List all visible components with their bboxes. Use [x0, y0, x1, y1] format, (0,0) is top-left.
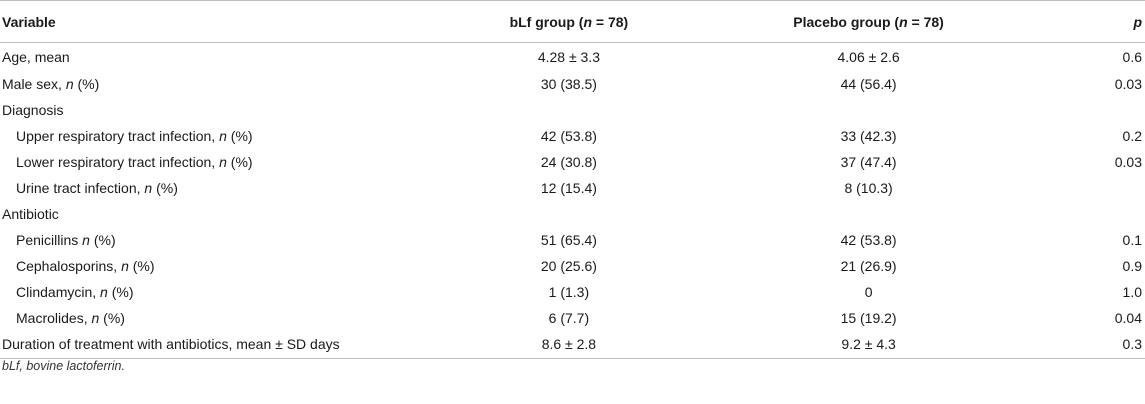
row-label: Male sex, n (%) — [2, 75, 100, 92]
cell-blf: 12 (15.4) — [540, 179, 597, 196]
cell-blf: 4.28 ± 3.3 — [537, 48, 600, 65]
row-label: Age, mean — [2, 48, 70, 65]
cell-placebo: 33 (42.3) — [840, 127, 897, 144]
cell-placebo: 0 — [864, 283, 873, 300]
row-label: Lower respiratory tract infection, n (%) — [16, 153, 253, 170]
cell-p: 0.2 — [1122, 127, 1142, 144]
row-section-label: Diagnosis — [2, 101, 64, 118]
cell-p — [1039, 201, 1145, 227]
characteristics-table: Variable bLf group (n = 78) Placebo grou… — [0, 0, 1145, 359]
table-row: Upper respiratory tract infection, n (%)… — [0, 123, 1145, 149]
row-label: Urine tract infection, n (%) — [16, 179, 178, 196]
cell-placebo — [699, 97, 1039, 123]
cell-p: 0.04 — [1114, 309, 1142, 326]
table-footnote: bLf, bovine lactoferrin. — [2, 359, 125, 373]
cell-blf: 30 (38.5) — [540, 75, 597, 92]
cell-placebo: 8 (10.3) — [844, 179, 893, 196]
cell-p: 0.3 — [1122, 336, 1142, 353]
table-row: Antibiotic — [0, 201, 1145, 227]
table-row: Duration of treatment with antibiotics, … — [0, 331, 1145, 359]
cell-p: 0.6 — [1122, 48, 1142, 65]
cell-p: 0.9 — [1122, 257, 1142, 274]
cell-p: 0.1 — [1122, 231, 1142, 248]
table-row: Diagnosis — [0, 97, 1145, 123]
header-variable: Variable — [2, 13, 56, 30]
row-label: Upper respiratory tract infection, n (%) — [16, 127, 253, 144]
row-section-label: Antibiotic — [2, 205, 59, 222]
table-row: Age, mean 4.28 ± 3.3 4.06 ± 2.6 0.6 — [0, 43, 1145, 71]
cell-blf: 24 (30.8) — [540, 153, 597, 170]
cell-placebo: 15 (19.2) — [840, 309, 897, 326]
cell-p: 1.0 — [1122, 283, 1142, 300]
table-row: Male sex, n (%) 30 (38.5) 44 (56.4) 0.03 — [0, 71, 1145, 97]
cell-placebo: 42 (53.8) — [840, 231, 897, 248]
cell-blf: 8.6 ± 2.8 — [541, 336, 597, 353]
row-label: Penicillins n (%) — [16, 231, 116, 248]
cell-blf — [439, 201, 698, 227]
cell-p — [1039, 175, 1145, 201]
table-header-row: Variable bLf group (n = 78) Placebo grou… — [0, 0, 1145, 43]
cell-placebo: 44 (56.4) — [840, 75, 897, 92]
cell-placebo — [699, 201, 1039, 227]
header-placebo-group: Placebo group (n = 78) — [793, 13, 944, 30]
row-label: Duration of treatment with antibiotics, … — [2, 336, 340, 353]
cell-blf — [439, 97, 698, 123]
table-row: Cephalosporins, n (%) 20 (25.6) 21 (26.9… — [0, 253, 1145, 279]
cell-placebo: 21 (26.9) — [840, 257, 897, 274]
cell-blf: 6 (7.7) — [548, 309, 590, 326]
cell-placebo: 9.2 ± 4.3 — [841, 336, 896, 353]
table-row: Urine tract infection, n (%) 12 (15.4) 8… — [0, 175, 1145, 201]
cell-blf: 42 (53.8) — [540, 127, 597, 144]
row-label: Macrolides, n (%) — [16, 309, 125, 326]
table-row: Penicillins n (%) 51 (65.4) 42 (53.8) 0.… — [0, 227, 1145, 253]
cell-blf: 20 (25.6) — [540, 257, 597, 274]
row-label: Cephalosporins, n (%) — [16, 257, 155, 274]
table-row: Lower respiratory tract infection, n (%)… — [0, 149, 1145, 175]
table-row: Macrolides, n (%) 6 (7.7) 15 (19.2) 0.04 — [0, 305, 1145, 331]
header-blf-group: bLf group (n = 78) — [509, 13, 629, 30]
header-p-value: p — [1133, 13, 1142, 30]
cell-p: 0.03 — [1114, 75, 1142, 92]
cell-placebo: 4.06 ± 2.6 — [837, 48, 900, 65]
cell-p: 0.03 — [1114, 153, 1142, 170]
cell-blf: 1 (1.3) — [548, 283, 590, 300]
cell-blf: 51 (65.4) — [540, 231, 597, 248]
cell-p — [1039, 97, 1145, 123]
cell-placebo: 37 (47.4) — [840, 153, 897, 170]
row-label: Clindamycin, n (%) — [16, 283, 134, 300]
table-row: Clindamycin, n (%) 1 (1.3) 0 1.0 — [0, 279, 1145, 305]
